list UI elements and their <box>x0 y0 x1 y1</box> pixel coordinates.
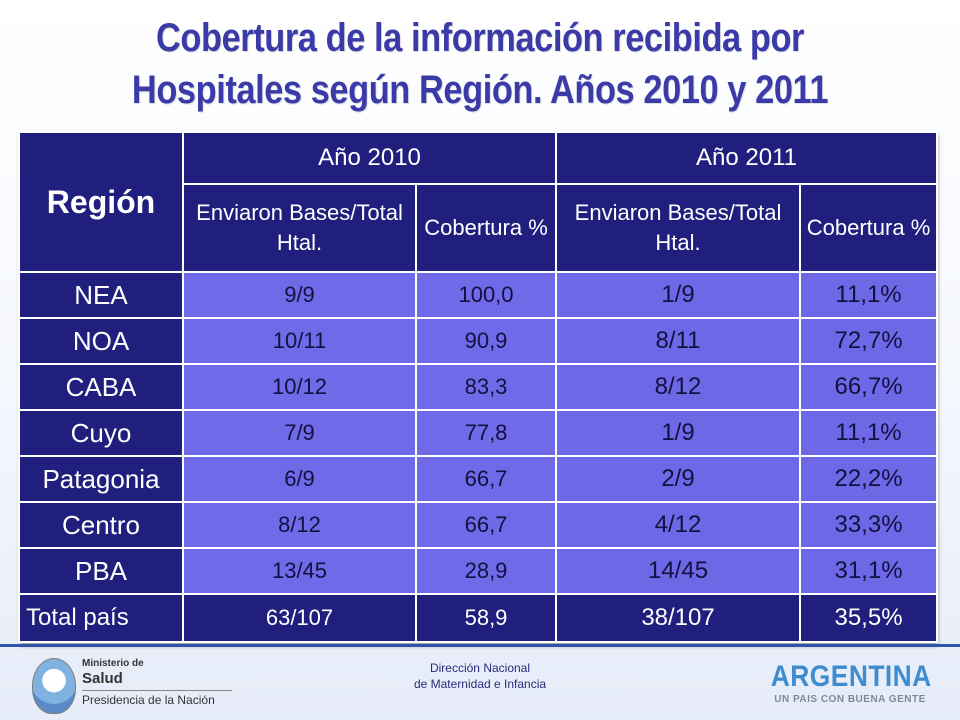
sent-2010: 7/9 <box>182 409 417 457</box>
sent-2010: 13/45 <box>182 547 417 595</box>
region-name: NOA <box>18 317 184 365</box>
coverage-2010: 90,9 <box>414 317 558 365</box>
department-line-1: Dirección Nacional <box>429 661 531 675</box>
slide-title: Cobertura de la información recibida por… <box>84 12 875 116</box>
department-line-2: de Maternidad e Infancia <box>413 677 547 691</box>
national-seal-icon <box>32 658 76 714</box>
region-name: Patagonia <box>18 455 184 503</box>
total-coverage-2011: 35,5% <box>799 593 939 643</box>
total-sent-2010: 63/107 <box>182 593 417 643</box>
total-label: Total país <box>18 593 184 643</box>
table-row: Centro 8/12 66,7 4/12 33,3% <box>18 501 939 549</box>
coverage-2010: 66,7 <box>414 455 558 503</box>
region-name: Centro <box>18 501 184 549</box>
coverage-2011-header: Cobertura % <box>799 183 939 273</box>
coverage-2011: 72,7% <box>799 317 939 365</box>
region-header: Región <box>18 131 184 273</box>
title-line-1: Cobertura de la información recibida por <box>155 16 804 60</box>
sent-2011: 1/9 <box>555 271 802 319</box>
table-row: Cuyo 7/9 77,8 1/9 11,1% <box>18 409 939 457</box>
coverage-2010: 83,3 <box>414 363 558 411</box>
coverage-2010: 66,7 <box>414 501 558 549</box>
coverage-2011: 33,3% <box>799 501 939 549</box>
brand-text: ARGENTINA <box>770 660 932 693</box>
table-row: NOA 10/11 90,9 8/11 72,7% <box>18 317 939 365</box>
table-row: PBA 13/45 28,9 14/45 31,1% <box>18 547 939 595</box>
total-sent-2011: 38/107 <box>555 593 802 643</box>
table-row: Patagonia 6/9 66,7 2/9 22,2% <box>18 455 939 503</box>
sent-2011: 1/9 <box>555 409 802 457</box>
year-2011-header: Año 2011 <box>555 131 939 185</box>
region-name: NEA <box>18 271 184 319</box>
sent-2011: 4/12 <box>555 501 802 549</box>
coverage-2011: 11,1% <box>799 271 939 319</box>
coverage-2010: 28,9 <box>414 547 558 595</box>
sent-2011: 8/12 <box>555 363 802 411</box>
ministry-line-2: Salud <box>82 670 123 687</box>
ministry-logo: Ministerio de Salud Presidencia de la Na… <box>32 658 232 714</box>
region-name: Cuyo <box>18 409 184 457</box>
coverage-2011: 66,7% <box>799 363 939 411</box>
sent-2011: 14/45 <box>555 547 802 595</box>
brand-tagline: UN PAIS CON BUENA GENTE <box>774 694 926 705</box>
coverage-2010: 77,8 <box>414 409 558 457</box>
table-row: NEA 9/9 100,0 1/9 11,1% <box>18 271 939 319</box>
title-line-2: Hospitales según Región. Años 2010 y 201… <box>131 68 829 112</box>
sent-2010: 9/9 <box>182 271 417 319</box>
sent-2010: 8/12 <box>182 501 417 549</box>
coverage-2011: 11,1% <box>799 409 939 457</box>
total-row: Total país 63/107 58,9 38/107 35,5% <box>18 593 939 643</box>
argentina-brand-logo: ARGENTINA UN PAIS CON BUENA GENTE <box>760 660 940 706</box>
sent-2011-header: Enviaron Bases/Total Htal. <box>555 183 802 273</box>
year-2010-header: Año 2010 <box>181 131 558 185</box>
sent-2010: 6/9 <box>182 455 417 503</box>
region-name: CABA <box>18 363 184 411</box>
coverage-2011: 31,1% <box>799 547 939 595</box>
sent-2010-header: Enviaron Bases/Total Htal. <box>182 183 417 273</box>
coverage-2010: 100,0 <box>414 271 558 319</box>
region-name: PBA <box>18 547 184 595</box>
sent-2010: 10/12 <box>182 363 417 411</box>
coverage-2011: 22,2% <box>799 455 939 503</box>
table-row: CABA 10/12 83,3 8/12 66,7% <box>18 363 939 411</box>
coverage-2010-header: Cobertura % <box>414 183 558 273</box>
sent-2011: 2/9 <box>555 455 802 503</box>
footer-department: Dirección Nacional de Maternidad e Infan… <box>330 660 630 692</box>
sent-2011: 8/11 <box>555 317 802 365</box>
ministry-line-1: Ministerio de <box>82 658 144 669</box>
sent-2010: 10/11 <box>182 317 417 365</box>
total-coverage-2010: 58,9 <box>414 593 558 643</box>
ministry-line-3: Presidencia de la Nación <box>82 690 232 707</box>
coverage-table: Región Año 2010 Año 2011 Enviaron Bases/… <box>18 131 939 643</box>
footer-divider <box>0 644 960 647</box>
